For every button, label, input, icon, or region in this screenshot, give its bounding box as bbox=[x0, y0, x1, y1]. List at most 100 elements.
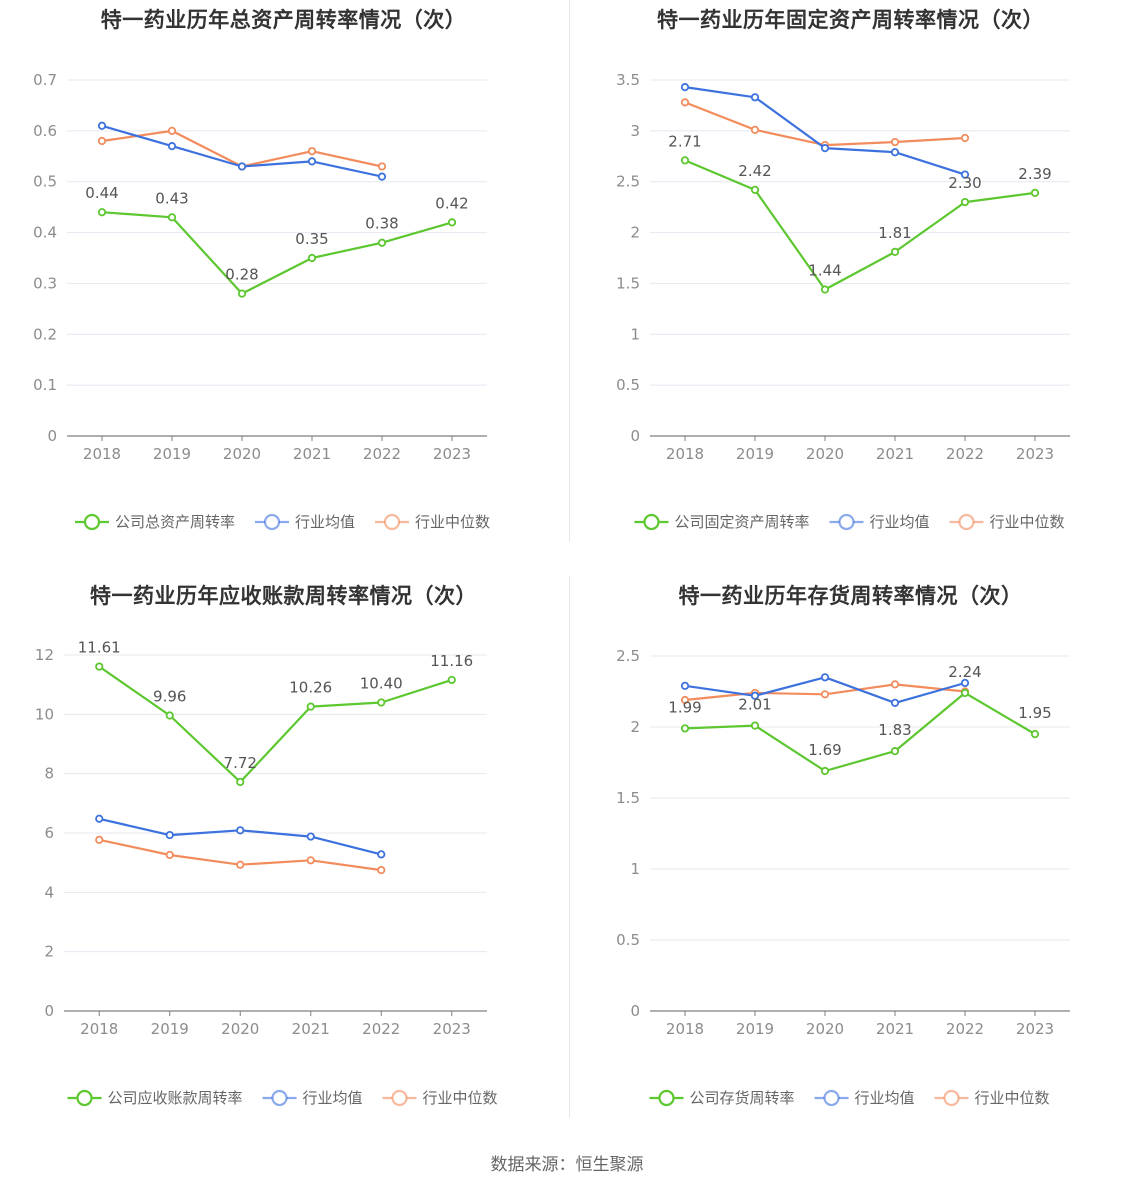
data-point bbox=[306, 856, 315, 865]
data-point bbox=[167, 142, 177, 151]
chart-panel-inventory: 特一药业历年存货周转率情况（次） 0 0.5 1 1.5 2 2.5 2018 2019 202… bbox=[567, 576, 1134, 1152]
x-tick-label: 2019 bbox=[151, 1020, 189, 1038]
y-tick-label: 1.5 bbox=[616, 274, 640, 292]
x-tick-label: 2020 bbox=[223, 445, 261, 463]
data-point bbox=[307, 253, 317, 263]
data-point bbox=[1030, 730, 1040, 739]
data-point bbox=[167, 126, 177, 135]
legend-item[interactable]: 公司总资产周转率 bbox=[74, 513, 235, 531]
data-point bbox=[820, 285, 830, 294]
data-point bbox=[377, 698, 386, 707]
data-point bbox=[377, 850, 386, 859]
y-tick-label: 0.5 bbox=[33, 173, 57, 191]
chart-panel-fixed-assets: 特一药业历年固定资产周转率情况（次） 0 0.5 1 1.5 2 2.5 3 3.5 2018 2… bbox=[567, 0, 1134, 576]
data-label: 1.69 bbox=[808, 741, 841, 759]
x-tick-label: 2019 bbox=[736, 445, 774, 463]
legend-label: 行业均值 bbox=[870, 513, 930, 531]
data-point bbox=[890, 698, 900, 707]
x-tick-label: 2018 bbox=[666, 1020, 704, 1038]
data-label: 0.28 bbox=[225, 266, 258, 284]
data-point bbox=[750, 721, 760, 730]
y-tick-label: 12 bbox=[35, 646, 54, 664]
legend-marker bbox=[838, 513, 855, 531]
y-tick-label: 0 bbox=[47, 427, 57, 445]
chart-panel-total-assets: 特一药业历年总资产周转率情况（次） 0 0.1 0.2 0.3 0.4 0.5 0.6 0.7… bbox=[0, 0, 567, 576]
data-point bbox=[750, 125, 760, 134]
data-point bbox=[680, 156, 690, 165]
data-label: 0.35 bbox=[295, 230, 328, 248]
legend-item[interactable]: 行业均值 bbox=[814, 1089, 915, 1107]
chart-svg-fixed-assets: 0 0.5 1 1.5 2 2.5 3 3.5 2018 2019 2020 2021 2022 2023… bbox=[616, 71, 1070, 531]
data-label: 7.72 bbox=[224, 754, 257, 772]
data-point bbox=[680, 681, 690, 690]
legend-label: 行业中位数 bbox=[990, 513, 1065, 531]
data-source: 数据来源：恒生聚源 bbox=[490, 1155, 644, 1175]
y-tick-label: 2 bbox=[630, 224, 640, 242]
data-point bbox=[680, 83, 690, 92]
legend-label: 公司应收账款周转率 bbox=[107, 1089, 242, 1107]
legend-marker bbox=[823, 1089, 840, 1107]
legend-item[interactable]: 行业中位数 bbox=[949, 513, 1065, 531]
data-label: 10.40 bbox=[360, 674, 403, 692]
data-point bbox=[97, 121, 107, 130]
chart-svg-inventory: 0 0.5 1 1.5 2 2.5 2018 2019 2020 2021 2022 2023 1.99… bbox=[616, 647, 1070, 1107]
data-point bbox=[890, 680, 900, 689]
data-point bbox=[890, 148, 900, 157]
data-point bbox=[377, 238, 387, 247]
y-tick-label: 10 bbox=[35, 705, 54, 723]
data-label: 1.81 bbox=[878, 224, 911, 242]
data-label: 1.44 bbox=[808, 262, 841, 280]
data-point bbox=[820, 673, 830, 682]
x-tick-label: 2018 bbox=[666, 445, 704, 463]
data-point bbox=[377, 172, 387, 181]
y-tick-label: 0.1 bbox=[33, 376, 57, 394]
legend-marker bbox=[943, 1089, 960, 1107]
data-label: 2.30 bbox=[948, 174, 981, 192]
x-tick-label: 2020 bbox=[221, 1020, 259, 1038]
chart-title: 特一药业历年总资产周转率情况（次） bbox=[100, 8, 467, 32]
data-point bbox=[237, 162, 247, 171]
data-point bbox=[165, 850, 174, 860]
legend-item[interactable]: 行业均值 bbox=[262, 1089, 363, 1107]
legend-item[interactable]: 行业均值 bbox=[254, 513, 355, 531]
legend-item[interactable]: 公司应收账款周转率 bbox=[67, 1089, 243, 1107]
legend-label: 行业中位数 bbox=[415, 513, 490, 531]
data-point bbox=[236, 826, 245, 835]
legend-label: 行业均值 bbox=[303, 1089, 363, 1107]
data-point bbox=[97, 208, 107, 217]
legend-item[interactable]: 行业中位数 bbox=[382, 1089, 498, 1107]
chart-panel-receivables: 特一药业历年应收账款周转率情况（次） 0 2 4 6 8 10 12 2018 2019 2020… bbox=[0, 576, 567, 1152]
data-point bbox=[820, 144, 830, 153]
divider-top bbox=[569, 0, 570, 542]
legend-marker bbox=[391, 1089, 408, 1107]
x-tick-label: 2022 bbox=[946, 445, 984, 463]
data-point bbox=[960, 197, 970, 207]
data-point bbox=[750, 185, 760, 194]
data-point bbox=[680, 695, 690, 705]
data-point bbox=[890, 247, 900, 256]
data-point bbox=[960, 678, 970, 688]
data-point bbox=[306, 832, 315, 841]
data-point bbox=[680, 98, 690, 107]
data-label: 2.39 bbox=[1018, 165, 1051, 183]
legend-item[interactable]: 行业均值 bbox=[829, 513, 930, 531]
data-point bbox=[820, 690, 830, 699]
legend-item[interactable]: 行业中位数 bbox=[934, 1089, 1050, 1107]
data-point bbox=[960, 170, 970, 179]
data-point bbox=[236, 777, 245, 787]
legend-label: 行业均值 bbox=[854, 1089, 914, 1107]
x-tick-label: 2020 bbox=[806, 1020, 844, 1038]
data-point bbox=[236, 860, 245, 869]
legend-marker bbox=[958, 513, 975, 531]
legend-item[interactable]: 行业中位数 bbox=[375, 513, 490, 531]
divider-bottom bbox=[569, 576, 570, 1118]
legend-item[interactable]: 公司固定资产周转率 bbox=[634, 513, 810, 531]
x-tick-label: 2019 bbox=[736, 1020, 774, 1038]
legend-label: 行业中位数 bbox=[423, 1089, 498, 1107]
data-point bbox=[680, 724, 690, 733]
legend-item[interactable]: 公司存货周转率 bbox=[649, 1089, 795, 1107]
data-label: 0.43 bbox=[155, 189, 188, 207]
series-line bbox=[98, 665, 453, 784]
data-label: 0.44 bbox=[85, 184, 118, 202]
series-line bbox=[684, 159, 1036, 291]
